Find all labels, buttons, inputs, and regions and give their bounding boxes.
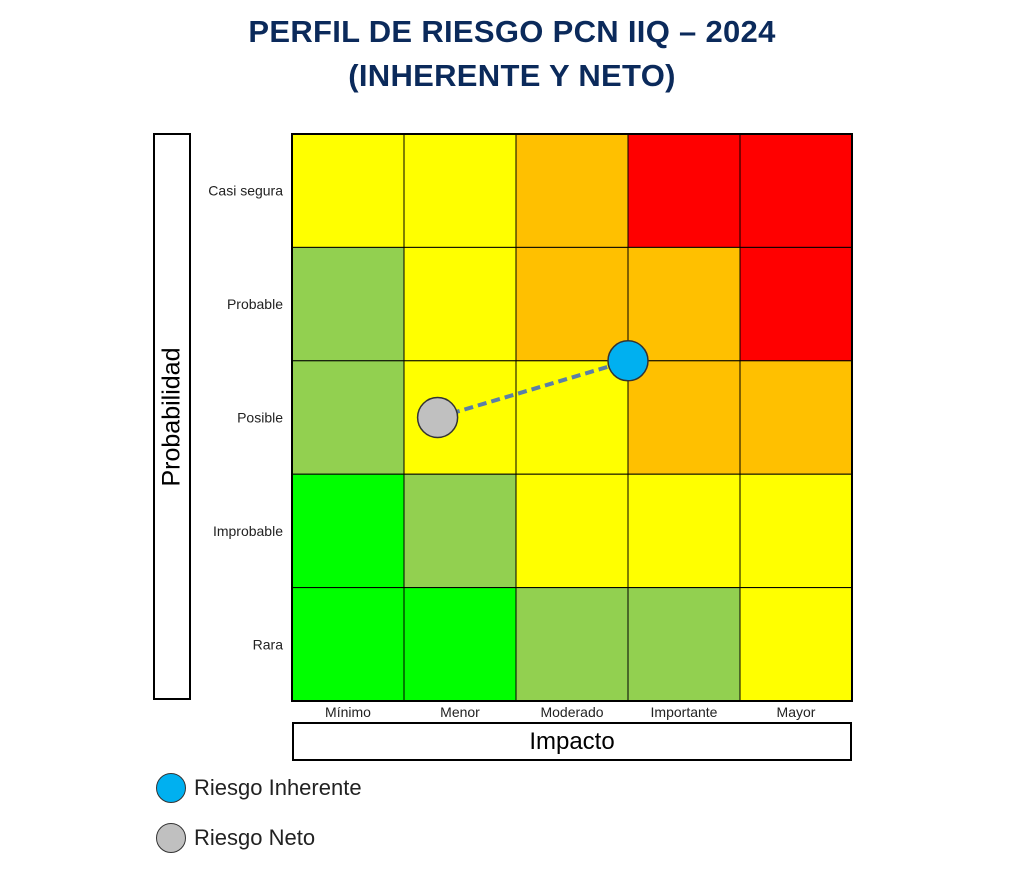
matrix-cell-0-2: [515, 133, 629, 248]
legend-item-inherente: Riesgo Inherente: [156, 773, 362, 803]
matrix-cell-2-2: [515, 360, 629, 475]
connector-line: [437, 358, 629, 420]
matrix-cell-3-4: [739, 473, 853, 589]
matrix-cell-4-3: [627, 587, 741, 702]
legend-swatch-inherente: [156, 773, 186, 803]
y-tick-label: Probable: [227, 296, 283, 312]
legend-item-neto: Riesgo Neto: [156, 823, 315, 853]
matrix-cell-0-4: [739, 133, 853, 248]
chart-title: PERFIL DE RIESGO PCN IIQ – 2024 (INHEREN…: [0, 10, 1024, 98]
matrix-cell-3-0: [291, 473, 405, 589]
y-tick-label: Casi segura: [208, 183, 283, 199]
y-tick-label: Posible: [237, 410, 283, 426]
y-tick-label: Rara: [253, 636, 284, 652]
matrix-cell-4-0: [291, 587, 405, 702]
x-tick-label: Importante: [651, 704, 718, 720]
matrix-cell-4-2: [515, 587, 629, 702]
point-riesgo-inherente: [607, 340, 649, 382]
matrix-cell-1-4: [739, 246, 853, 362]
legend-swatch-neto: [156, 823, 186, 853]
matrix-cell-0-3: [627, 133, 741, 248]
chart-title-line2: (INHERENTE Y NETO): [348, 58, 676, 93]
chart-title-line1: PERFIL DE RIESGO PCN IIQ – 2024: [248, 14, 776, 49]
matrix-cell-4-1: [403, 587, 517, 702]
matrix-cell-2-4: [739, 360, 853, 475]
x-tick-label: Moderado: [540, 704, 603, 720]
x-tick-label: Mayor: [777, 704, 816, 720]
matrix-cell-4-4: [739, 587, 853, 702]
matrix-cell-0-0: [291, 133, 405, 248]
matrix-cell-3-2: [515, 473, 629, 589]
matrix-cell-1-2: [515, 246, 629, 362]
x-axis-title: Impacto: [529, 727, 615, 755]
matrix-cell-1-1: [403, 246, 517, 362]
x-axis-title-box: Impacto: [292, 722, 852, 761]
legend-label-neto: Riesgo Neto: [194, 825, 316, 850]
x-tick-label: Mínimo: [325, 704, 371, 720]
matrix-cell-2-3: [627, 360, 741, 475]
legend-label-inherente: Riesgo Inherente: [194, 775, 362, 800]
matrix-cell-0-1: [403, 133, 517, 248]
matrix-cell-1-0: [291, 246, 405, 362]
matrix-cell-2-0: [291, 360, 405, 475]
matrix-cell-1-3: [627, 246, 741, 362]
x-tick-label: Menor: [440, 704, 480, 720]
matrix-cell-3-1: [403, 473, 517, 589]
point-riesgo-neto: [416, 396, 459, 439]
matrix-cell-3-3: [627, 473, 741, 589]
y-axis-title-box: Probabilidad: [153, 133, 191, 700]
matrix-border: [291, 133, 853, 702]
y-tick-label: Improbable: [213, 523, 283, 539]
